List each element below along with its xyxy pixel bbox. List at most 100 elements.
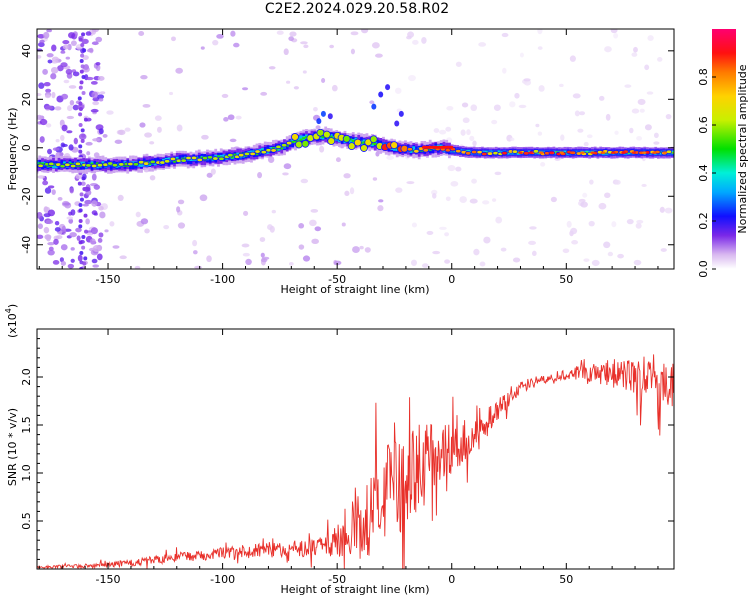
spectrogram-noise-cell	[421, 263, 429, 268]
spectrogram-noise-cell	[86, 76, 94, 81]
spectrogram-peak-cell	[227, 153, 234, 158]
spectrogram-noise-cell	[636, 219, 644, 224]
spectrogram-peak-cell	[301, 139, 310, 148]
spectrogram-noise-cell	[91, 41, 99, 46]
spectrogram-noise-cell	[298, 244, 305, 250]
spectrogram-noise-cell	[98, 98, 104, 102]
spectrogram-band-cell	[109, 162, 113, 170]
spectrogram-band-cell	[371, 103, 377, 110]
spectrogram-noise-cell	[92, 101, 100, 106]
spectrogram-noise-cell	[569, 55, 576, 62]
spectrogram-peak-cell	[590, 151, 595, 154]
spectrogram-noise-cell	[51, 91, 56, 99]
spectrogram-noise-cell	[514, 92, 520, 99]
spectrogram-peak-cell	[118, 162, 125, 167]
spectrogram-noise-cell	[51, 44, 57, 52]
spectrogram-peak-cell	[580, 151, 585, 154]
spectrogram-band-cell	[173, 160, 176, 163]
colorbar: 0.0 0.2 0.4 0.6 0.8 Normalized spectral ampl…	[697, 29, 749, 278]
spectrogram-band-cell	[294, 140, 297, 143]
spectrogram-noise-cell	[665, 114, 672, 120]
spectrogram-noise-cell	[53, 238, 59, 245]
spectrogram-peak-cell	[621, 151, 626, 154]
spectrogram-noise-cell	[603, 241, 611, 249]
spectrogram-band-cell	[362, 141, 366, 144]
spectrogram-noise-cell	[124, 127, 131, 132]
spectrogram-noise-cell	[288, 262, 294, 266]
spectrogram-noise-cell	[268, 66, 276, 70]
spectrogram-noise-cell	[98, 128, 104, 135]
spectrogram-noise-cell	[611, 221, 617, 228]
spectrogram-band-cell	[398, 110, 404, 117]
top-y-tick-label: 20	[20, 92, 33, 106]
spectrogram-noise-cell	[163, 224, 170, 230]
spectrogram-noise-cell	[45, 123, 52, 128]
top-y-tick-label: -40	[20, 236, 33, 254]
spectrogram-band-cell	[349, 138, 352, 144]
spectrogram-noise-cell	[349, 187, 355, 195]
bottom-y-tick-label: 1.0	[20, 464, 33, 482]
spectrogram-band-cell	[291, 140, 295, 148]
spectrogram-peak-cell	[342, 134, 351, 143]
spectrogram-noise-cell	[102, 134, 108, 138]
spectrogram-noise-cell	[633, 46, 638, 53]
spectrogram-noise-cell	[466, 129, 471, 136]
spectrogram-noise-cell	[85, 141, 93, 146]
spectrogram-noise-cell	[289, 31, 297, 37]
spectrogram-noise-cell	[589, 179, 594, 185]
spectrogram-noise-cell	[455, 61, 462, 67]
spectrogram-noise-cell	[311, 238, 319, 245]
spectrogram-noise-cell	[395, 187, 403, 193]
spectrogram-band-cell	[305, 136, 308, 139]
spectrogram-noise-cell	[169, 91, 174, 96]
spectrogram-noise-cell	[386, 155, 394, 160]
spectrogram-noise-cell	[559, 83, 564, 88]
spectrogram-noise-cell	[560, 134, 565, 141]
spectrogram-noise-cell	[242, 87, 249, 91]
spectrogram-peak-cell	[665, 149, 673, 154]
spectrogram-band-cell	[373, 142, 377, 146]
spectrogram-noise-cell	[243, 210, 249, 216]
spectrogram-noise-cell	[644, 124, 652, 131]
spectrogram-noise-cell	[45, 105, 53, 110]
spectrogram-noise-cell	[605, 113, 611, 121]
spectrogram-peak-cell	[132, 162, 140, 167]
spectrogram-noise-cell	[139, 122, 146, 128]
spectrogram-noise-cell	[483, 236, 491, 244]
spectrogram-noise-cell	[80, 43, 85, 47]
spectrogram-noise-cell	[550, 196, 557, 203]
spectrogram-band-cell	[351, 139, 355, 142]
spectrogram-noise-cell	[106, 110, 114, 115]
top-x-tick-label: -50	[328, 273, 346, 286]
spectrogram-noise-cell	[372, 177, 378, 181]
spectrogram-noise-cell	[157, 126, 162, 133]
spectrogram-noise-cell	[149, 141, 155, 145]
spectrogram-noise-cell	[537, 29, 543, 35]
spectrogram-band-cell	[60, 160, 64, 168]
spectrogram-noise-cell	[134, 265, 141, 269]
spectrogram-noise-cell	[81, 235, 86, 239]
spectrogram-noise-cell	[629, 127, 634, 134]
spectrogram-noise-cell	[99, 91, 106, 95]
spectrogram-noise-cell	[84, 199, 93, 205]
spectrogram-noise-cell	[394, 87, 402, 94]
spectrogram-noise-cell	[535, 123, 540, 128]
spectrogram-noise-cell	[79, 80, 84, 85]
spectrogram-noise-cell	[200, 46, 205, 50]
spectrogram-noise-cell	[529, 226, 537, 230]
spectrogram-noise-cell	[350, 31, 359, 36]
spectrogram-band-cell	[90, 162, 94, 165]
spectrogram-noise-cell	[75, 227, 82, 233]
spectrogram-noise-cell	[86, 232, 94, 236]
spectrogram-noise-cell	[283, 163, 292, 170]
spectrogram-noise-cell	[310, 208, 319, 213]
spectrogram-noise-cell	[140, 74, 148, 80]
spectrogram-noise-cell	[408, 74, 416, 82]
spectrogram-noise-cell	[613, 32, 619, 39]
spectrogram-noise-cell	[62, 44, 70, 50]
spectrogram-peak-cell	[406, 147, 414, 152]
spectrogram-noise-cell	[65, 56, 71, 60]
spectrogram-band-cell	[394, 120, 400, 127]
spectrogram-noise-cell	[92, 264, 100, 268]
spectrogram-noise-cell	[431, 189, 438, 195]
